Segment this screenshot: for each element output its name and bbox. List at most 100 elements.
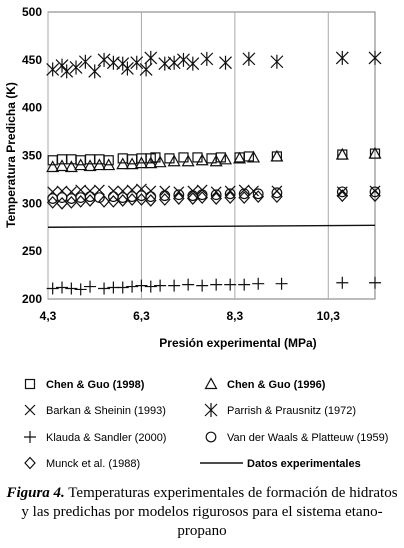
legend-item: Klauda & Sandler (2000): [24, 431, 166, 444]
legend-label: Parrish & Prausnitz (1972): [227, 405, 356, 417]
data-point-plus: [238, 278, 251, 291]
data-point-circle: [173, 189, 185, 201]
data-point-triangle: [134, 156, 148, 169]
data-point-x: [210, 186, 222, 198]
data-point-triangle: [46, 160, 60, 173]
data-point-asterisk: [130, 55, 144, 70]
data-point-asterisk: [139, 62, 153, 77]
data-point-plus: [210, 278, 223, 291]
data-point-plus: [154, 279, 167, 292]
series-diamond: [46, 189, 381, 210]
data-point-circle: [238, 188, 250, 200]
data-point-triangle: [270, 149, 284, 162]
data-point-square: [178, 152, 189, 163]
data-point-plus: [84, 280, 97, 293]
data-point-triangle: [102, 158, 116, 171]
legend: Chen & Guo (1998) Chen & Guo (1996) Barkan…: [24, 377, 388, 470]
data-point-diamond: [74, 195, 87, 208]
series-triangle: [46, 146, 382, 173]
legend-item: Van der Waals & Platteuw (1959): [205, 431, 388, 444]
legend-square-icon: [24, 378, 36, 390]
data-point-x: [93, 184, 105, 196]
data-point-asterisk: [335, 50, 349, 65]
data-point-plus: [252, 277, 265, 290]
x-tick-label: 10,3: [317, 309, 341, 323]
data-point-asterisk: [55, 58, 69, 73]
data-point-asterisk: [200, 51, 214, 66]
series-asterisk: [46, 50, 382, 79]
data-point-diamond: [84, 194, 96, 207]
legend-label: Klauda & Sandler (2000): [46, 432, 166, 444]
data-point-circle: [271, 187, 283, 199]
data-point-plus: [56, 281, 69, 294]
x-tick-label: 6,3: [133, 309, 150, 323]
data-point-asterisk: [177, 52, 190, 67]
y-tick-label: 250: [22, 244, 42, 258]
data-point-diamond: [369, 189, 381, 203]
data-point-asterisk: [60, 64, 74, 79]
data-point-plus: [224, 278, 237, 291]
data-point-circle: [65, 193, 77, 204]
legend-item: Chen & Guo (1996): [204, 377, 326, 391]
data-point-x: [75, 184, 87, 196]
data-points: [46, 50, 382, 296]
data-point-diamond: [158, 193, 171, 206]
data-point-triangle: [74, 158, 88, 171]
data-point-triangle: [335, 147, 349, 160]
data-point-asterisk: [242, 51, 256, 66]
data-point-triangle: [233, 151, 247, 164]
legend-asterisk-icon: [204, 403, 218, 417]
legend-diamond-icon: [24, 456, 36, 470]
data-point-plus: [98, 282, 111, 295]
data-point-asterisk: [97, 52, 111, 67]
data-point-diamond: [252, 190, 265, 204]
x-axis-title: Presión experimental (MPa): [159, 336, 316, 350]
data-point-asterisk: [144, 50, 158, 65]
data-point-diamond: [56, 196, 68, 210]
data-point-x: [107, 185, 119, 197]
legend-label: Chen & Guo (1998): [46, 379, 145, 391]
y-tick-label: 200: [22, 292, 42, 306]
y-axis-title: Temperatura Predicha (K): [4, 82, 18, 228]
data-point-diamond: [210, 192, 222, 205]
legend-item: Barkan & Sheinin (1993): [24, 404, 166, 417]
data-point-plus: [182, 278, 195, 291]
y-tick-label: 350: [22, 149, 42, 163]
data-point-diamond: [98, 195, 110, 208]
y-axis-ticks: 200 250 300 350 400 450 500: [22, 5, 42, 306]
legend-label: Datos experimentales: [247, 458, 361, 470]
figure-label: Figura 4.: [6, 485, 65, 501]
data-point-asterisk: [368, 50, 382, 65]
data-point-square: [103, 155, 114, 166]
data-point-circle: [210, 189, 222, 201]
data-point-circle: [196, 189, 208, 201]
data-point-circle: [252, 188, 264, 200]
data-point-diamond: [336, 189, 349, 203]
data-point-asterisk: [88, 64, 102, 79]
data-point-asterisk: [270, 54, 284, 69]
data-point-diamond: [107, 195, 120, 208]
y-tick-label: 400: [22, 101, 42, 115]
data-point-x: [248, 185, 259, 197]
data-point-circle: [159, 190, 171, 202]
legend-circle-icon: [205, 431, 217, 443]
data-point-triangle: [116, 157, 130, 170]
data-point-plus: [275, 277, 288, 290]
data-point-plus: [74, 283, 87, 296]
data-point-plus: [135, 279, 148, 292]
data-point-circle: [47, 193, 59, 204]
series-plus: [46, 276, 381, 296]
data-point-diamond: [116, 194, 129, 207]
data-point-triangle: [218, 152, 233, 165]
data-point-diamond: [238, 191, 251, 204]
data-point-square: [192, 152, 203, 163]
x-tick-label: 8,3: [227, 309, 244, 323]
data-point-circle: [224, 188, 236, 200]
data-point-asterisk: [120, 61, 134, 76]
legend-item: Chen & Guo (1998): [24, 378, 145, 391]
data-point-circle: [84, 191, 96, 203]
data-point-plus: [144, 280, 157, 293]
data-point-plus: [65, 282, 78, 295]
data-point-triangle: [368, 146, 382, 159]
